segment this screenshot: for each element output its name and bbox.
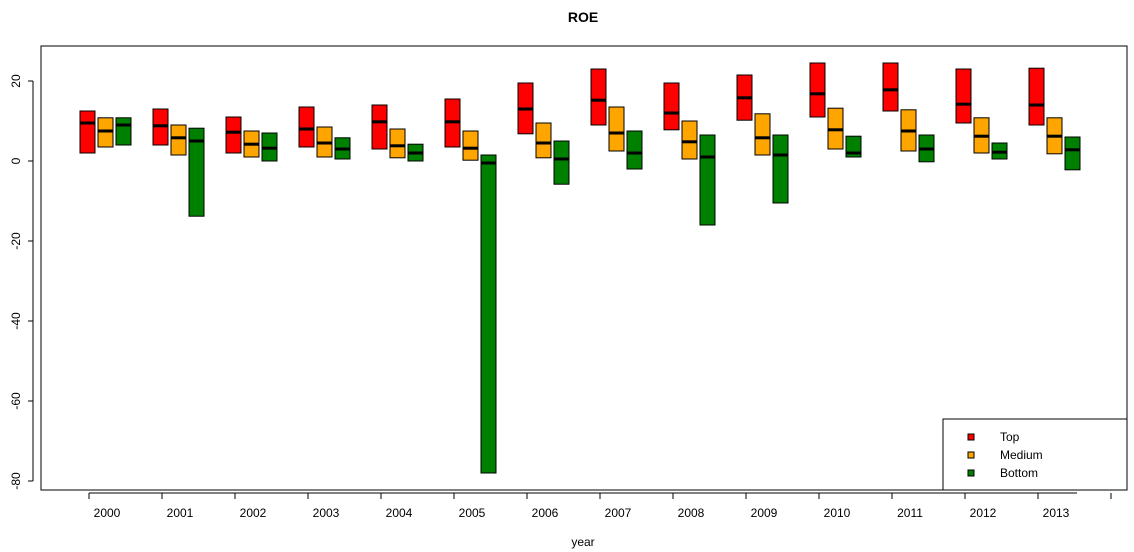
box-top bbox=[882, 62, 899, 112]
x-tick-label: 2007 bbox=[605, 506, 632, 520]
box-top bbox=[79, 110, 96, 154]
x-tick-label: 2012 bbox=[970, 506, 997, 520]
x-tick-label: 2008 bbox=[678, 506, 705, 520]
x-tick-label: 2009 bbox=[751, 506, 778, 520]
x-tick-label: 2010 bbox=[824, 506, 851, 520]
legend-swatch-top bbox=[967, 433, 975, 441]
y-tick-label: -60 bbox=[9, 392, 23, 410]
y-tick-label: -80 bbox=[9, 472, 23, 490]
box-bottom bbox=[115, 117, 132, 146]
box-series-group bbox=[79, 62, 1081, 474]
x-tick-label: 2004 bbox=[386, 506, 413, 520]
box-top bbox=[1028, 67, 1045, 126]
box-medium bbox=[170, 124, 187, 156]
box-bottom bbox=[553, 140, 570, 185]
y-tick-label: 0 bbox=[9, 157, 23, 164]
box-medium bbox=[462, 130, 479, 161]
box-medium bbox=[754, 113, 771, 156]
box-top bbox=[225, 116, 242, 154]
x-axis: 2000 2001 2002 2003 2004 2005 2006 2007 2008 2009… bbox=[88, 492, 1112, 520]
y-tick-label: -40 bbox=[9, 312, 23, 330]
x-tick-label: 2001 bbox=[167, 506, 194, 520]
box-bottom bbox=[480, 154, 497, 474]
box-medium bbox=[535, 122, 552, 159]
box-bottom bbox=[699, 134, 716, 226]
chart-title: ROE bbox=[568, 9, 598, 25]
box-bottom bbox=[188, 127, 205, 217]
box-medium bbox=[608, 106, 625, 152]
legend-swatch-bottom bbox=[967, 469, 975, 477]
x-tick-label: 2005 bbox=[459, 506, 486, 520]
box-top bbox=[663, 82, 680, 131]
box-top bbox=[590, 68, 607, 126]
x-tick-label: 2002 bbox=[240, 506, 267, 520]
legend-label-medium: Medium bbox=[1000, 448, 1043, 462]
x-tick-label: 2000 bbox=[94, 506, 121, 520]
box-top bbox=[955, 68, 972, 124]
x-tick-label: 2011 bbox=[897, 506, 923, 520]
y-axis: 20 0 -20 -40 -60 -80 bbox=[9, 74, 34, 490]
y-tick-label: -20 bbox=[9, 232, 23, 250]
box-bottom bbox=[626, 130, 643, 170]
box-medium bbox=[389, 128, 406, 159]
y-tick-label: 20 bbox=[9, 74, 23, 88]
x-axis-label: year bbox=[571, 535, 594, 549]
legend-label-top: Top bbox=[1000, 430, 1020, 444]
legend: Top Medium Bottom bbox=[942, 418, 1128, 491]
box-bottom bbox=[1064, 136, 1081, 171]
box-top bbox=[298, 106, 315, 148]
plot-frame bbox=[40, 45, 1128, 491]
box-bottom bbox=[772, 134, 789, 204]
legend-swatch-medium bbox=[967, 451, 975, 459]
box-top bbox=[371, 104, 388, 150]
x-tick-label: 2006 bbox=[532, 506, 559, 520]
box-medium bbox=[681, 120, 698, 160]
x-tick-label: 2003 bbox=[313, 506, 340, 520]
legend-label-bottom: Bottom bbox=[1000, 466, 1038, 480]
x-tick-label: 2013 bbox=[1043, 506, 1070, 520]
box-top bbox=[809, 62, 826, 118]
